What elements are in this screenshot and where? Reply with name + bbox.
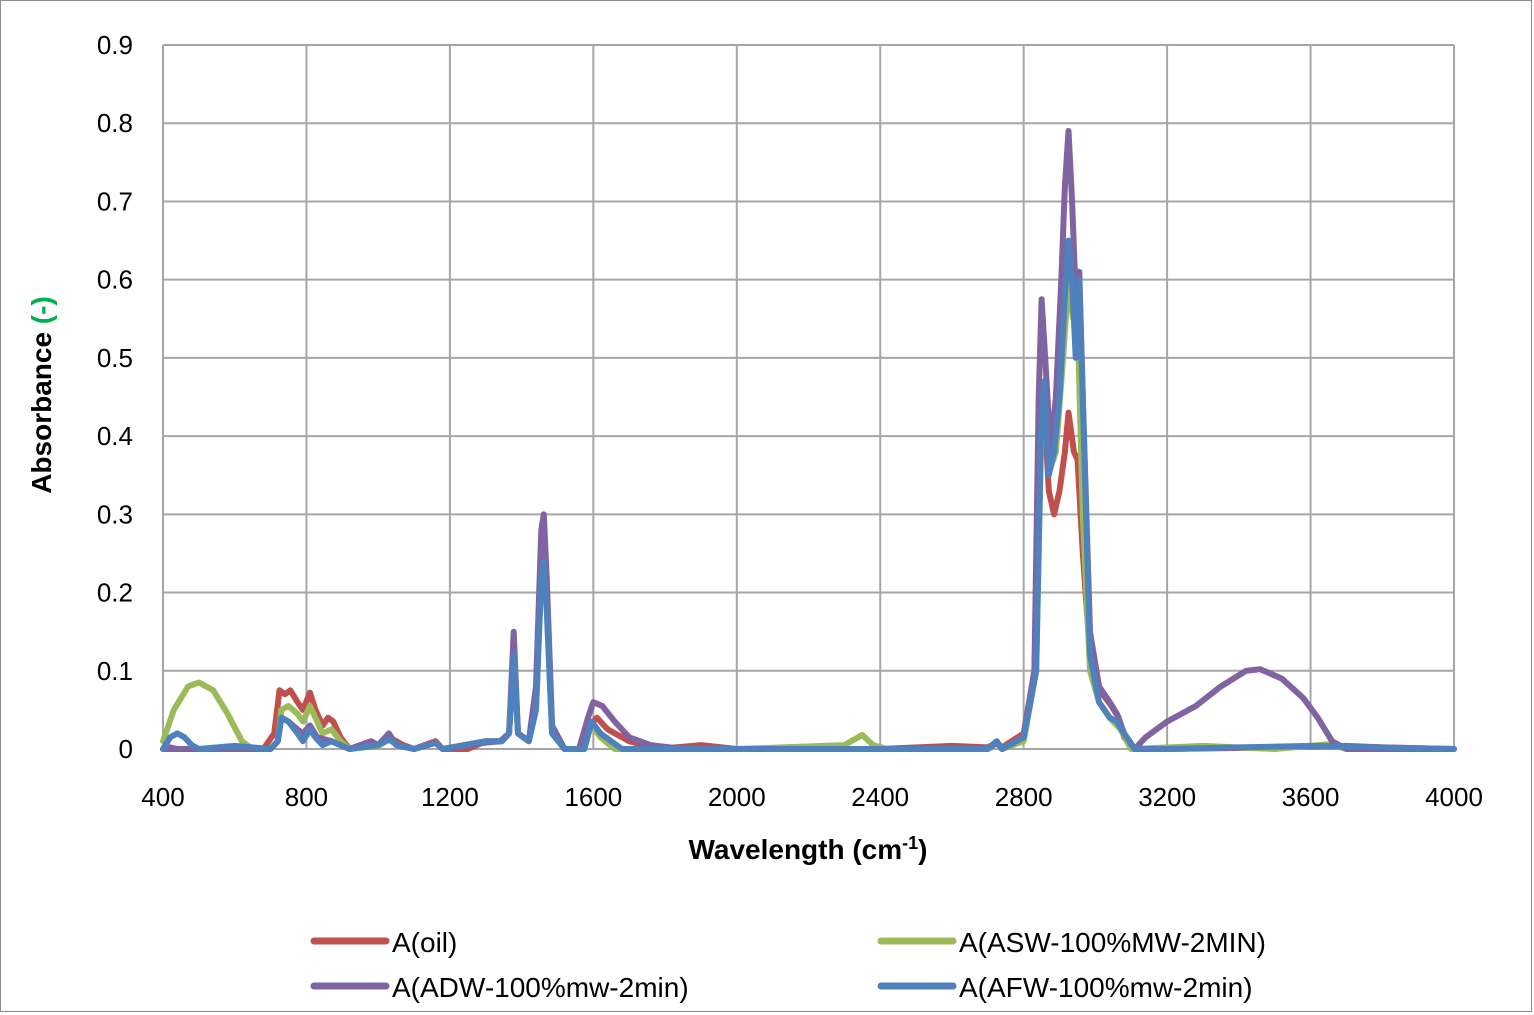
y-axis-title: Absorbance (-) <box>26 296 57 494</box>
y-tick-label: 0.3 <box>97 499 133 529</box>
series-line-4 <box>160 237 1457 752</box>
y-tick-label: 0.4 <box>97 421 133 451</box>
x-tick-label: 2000 <box>708 782 766 812</box>
x-tick-label: 1200 <box>421 782 479 812</box>
x-axis-title: Wavelength (cm-1) <box>688 833 927 865</box>
legend-label-3: A(ADW-100%mw-2min) <box>392 972 689 1003</box>
legend-label-1: A(oil) <box>392 927 457 958</box>
y-tick-label: 0.9 <box>97 30 133 60</box>
x-tick-labels: 400 800 1200 1600 2000 2400 2800 3200 3600 4000 <box>141 782 1483 812</box>
y-tick-label: 0 <box>119 734 133 764</box>
x-tick-label: 3600 <box>1282 782 1340 812</box>
y-tick-label: 0.6 <box>97 265 133 295</box>
x-tick-label: 400 <box>141 782 184 812</box>
grid <box>162 44 1455 750</box>
x-tick-label: 1600 <box>564 782 622 812</box>
series-line-1 <box>160 386 1457 752</box>
x-tick-label: 2400 <box>851 782 909 812</box>
y-tick-label: 0.7 <box>97 186 133 216</box>
x-tick-label: 3200 <box>1138 782 1196 812</box>
y-axis-unit: (-) <box>26 296 57 324</box>
x-tick-label: 2800 <box>995 782 1053 812</box>
y-tick-labels: 0 0.1 0.2 0.3 0.4 0.5 0.6 0.7 0.8 0.9 <box>97 30 133 764</box>
x-tick-label: 800 <box>285 782 328 812</box>
series-lines <box>160 128 1457 752</box>
x-tick-label: 4000 <box>1425 782 1483 812</box>
y-tick-label: 0.1 <box>97 656 133 686</box>
legend: A(oil) A(ASW-100%MW-2MIN) A(ADW-100%mw-2mi… <box>310 927 1266 1003</box>
y-tick-label: 0.2 <box>97 578 133 608</box>
legend-label-2: A(ASW-100%MW-2MIN) <box>959 927 1266 958</box>
x-axis-title-superscript: -1 <box>902 833 918 853</box>
legend-label-4: A(AFW-100%mw-2min) <box>959 972 1253 1003</box>
y-tick-label: 0.8 <box>97 108 133 138</box>
y-tick-label: 0.5 <box>97 343 133 373</box>
series-line-3 <box>160 128 1457 752</box>
